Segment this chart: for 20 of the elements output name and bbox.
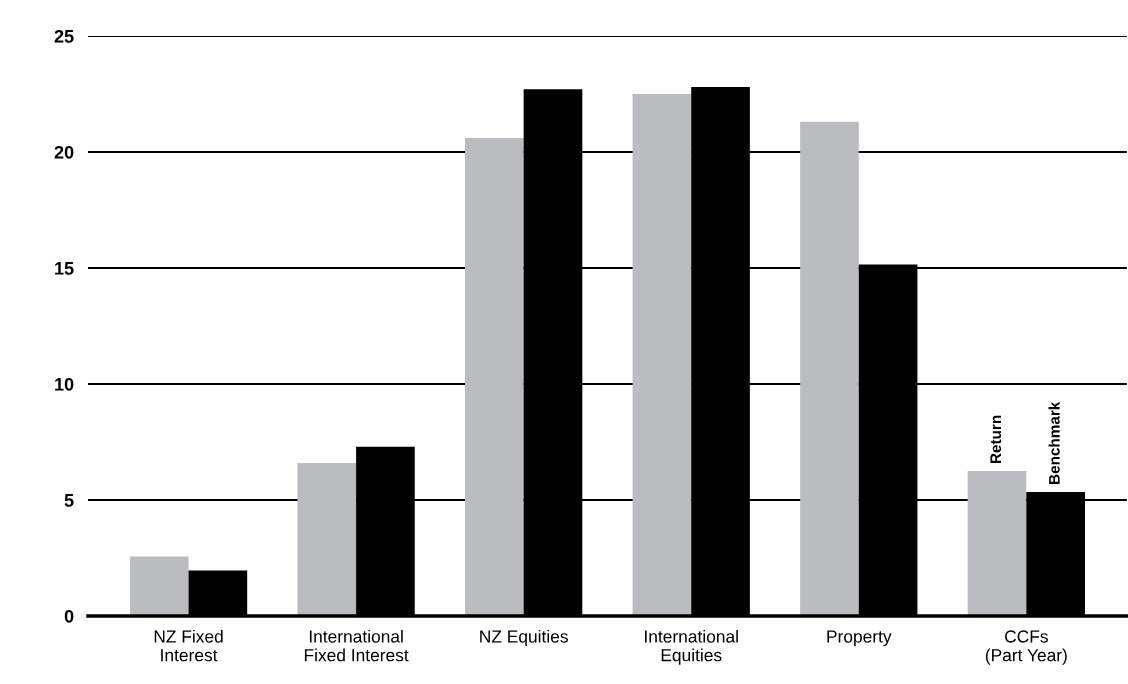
y-tick-label: 25 [54, 29, 74, 43]
x-tick-label: CCFs (Part Year) [985, 630, 1067, 665]
bar [297, 462, 357, 616]
y-tick-label: 20 [54, 145, 74, 159]
x-tick-label: NZ Equities [480, 629, 568, 647]
y-tick-label: 5 [64, 494, 74, 507]
x-tick-label: International Fixed Interest [304, 629, 409, 662]
bar [800, 121, 859, 616]
text: Benchmark [1048, 401, 1060, 484]
y-tick-label: 0 [64, 609, 74, 623]
x-tick-label: International Equities [645, 629, 738, 665]
bar [967, 471, 1027, 616]
y-tick-label: 15 [55, 262, 74, 275]
y-tick-label: 10 [55, 377, 74, 391]
x-tick-label: Property [827, 630, 892, 647]
bar [465, 138, 524, 616]
bar [632, 94, 692, 616]
x-tick-label: NZ Fixed Interest [154, 629, 223, 662]
bar [129, 556, 189, 616]
text: Return [990, 415, 1002, 464]
